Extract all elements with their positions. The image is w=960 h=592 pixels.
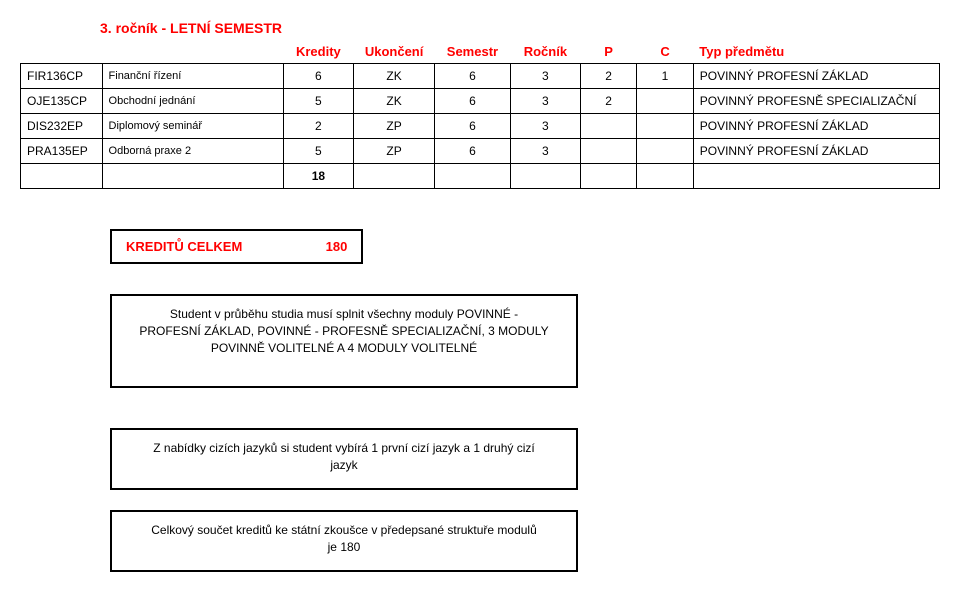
- box1-line1: Student v průběhu studia musí splnit vše…: [170, 307, 518, 321]
- cell-ukonceni: ZP: [354, 139, 435, 164]
- cell-c: [637, 114, 693, 139]
- total-row: 18: [21, 164, 940, 189]
- section-title: 3. ročník - LETNÍ SEMESTR: [100, 20, 940, 36]
- cell-typ: POVINNÝ PROFESNĚ SPECIALIZAČNÍ: [693, 89, 939, 114]
- col-c: C: [637, 40, 693, 64]
- col-rocnik: Ročník: [510, 40, 580, 64]
- cell-kredity: 5: [283, 89, 353, 114]
- cell-p: [580, 139, 636, 164]
- box3-line1: Celkový součet kreditů ke státní zkoušce…: [151, 523, 537, 537]
- cell-p: [580, 114, 636, 139]
- col-typ: Typ předmětu: [693, 40, 939, 64]
- cell-semestr: 6: [435, 139, 511, 164]
- languages-info-box: Z nabídky cizích jazyků si student vybír…: [110, 428, 578, 490]
- cell-rocnik: 3: [510, 64, 580, 89]
- cell-kredity: 2: [283, 114, 353, 139]
- cell-name: Odborná praxe 2: [102, 139, 283, 164]
- cell-total: 18: [283, 164, 353, 189]
- credits-total-box: KREDITŮ CELKEM 180: [110, 229, 363, 264]
- cell-typ: POVINNÝ PROFESNÍ ZÁKLAD: [693, 114, 939, 139]
- cell-c: 1: [637, 64, 693, 89]
- header-row: Kredity Ukončení Semestr Ročník P C Typ …: [21, 40, 940, 64]
- cell-rocnik: 3: [510, 89, 580, 114]
- table-row: DIS232EP Diplomový seminář 2 ZP 6 3 POVI…: [21, 114, 940, 139]
- credits-total-label: KREDITŮ CELKEM: [126, 239, 242, 254]
- credits-total-value: 180: [326, 239, 348, 254]
- col-kredity: Kredity: [283, 40, 353, 64]
- cell-code: OJE135CP: [21, 89, 103, 114]
- cell-code: FIR136CP: [21, 64, 103, 89]
- cell-kredity: 6: [283, 64, 353, 89]
- table-row: FIR136CP Finanční řízení 6 ZK 6 3 2 1 PO…: [21, 64, 940, 89]
- cell-name: Obchodní jednání: [102, 89, 283, 114]
- cell-code: PRA135EP: [21, 139, 103, 164]
- cell-rocnik: 3: [510, 139, 580, 164]
- cell-typ: POVINNÝ PROFESNÍ ZÁKLAD: [693, 139, 939, 164]
- cell-p: 2: [580, 89, 636, 114]
- modules-info-box: Student v průběhu studia musí splnit vše…: [110, 294, 578, 388]
- cell-ukonceni: ZK: [354, 89, 435, 114]
- cell-rocnik: 3: [510, 114, 580, 139]
- course-table: Kredity Ukončení Semestr Ročník P C Typ …: [20, 40, 940, 189]
- cell-p: 2: [580, 64, 636, 89]
- cell-semestr: 6: [435, 64, 511, 89]
- cell-name: Finanční řízení: [102, 64, 283, 89]
- box2-line1: Z nabídky cizích jazyků si student vybír…: [153, 441, 535, 455]
- total-credits-info-box: Celkový součet kreditů ke státní zkoušce…: [110, 510, 578, 572]
- cell-semestr: 6: [435, 89, 511, 114]
- table-row: PRA135EP Odborná praxe 2 5 ZP 6 3 POVINN…: [21, 139, 940, 164]
- box3-line2: je 180: [328, 540, 361, 554]
- cell-ukonceni: ZP: [354, 114, 435, 139]
- cell-ukonceni: ZK: [354, 64, 435, 89]
- col-semestr: Semestr: [435, 40, 511, 64]
- cell-name: Diplomový seminář: [102, 114, 283, 139]
- box2-line2: jazyk: [330, 458, 357, 472]
- cell-c: [637, 139, 693, 164]
- cell-typ: POVINNÝ PROFESNÍ ZÁKLAD: [693, 64, 939, 89]
- col-ukonceni: Ukončení: [354, 40, 435, 64]
- box1-line3: POVINNĚ VOLITELNÉ A 4 MODULY VOLITELNÉ: [211, 341, 477, 355]
- cell-kredity: 5: [283, 139, 353, 164]
- cell-semestr: 6: [435, 114, 511, 139]
- cell-code: DIS232EP: [21, 114, 103, 139]
- box1-line2: PROFESNÍ ZÁKLAD, POVINNÉ - PROFESNĚ SPEC…: [139, 324, 548, 338]
- col-p: P: [580, 40, 636, 64]
- table-row: OJE135CP Obchodní jednání 5 ZK 6 3 2 POV…: [21, 89, 940, 114]
- cell-c: [637, 89, 693, 114]
